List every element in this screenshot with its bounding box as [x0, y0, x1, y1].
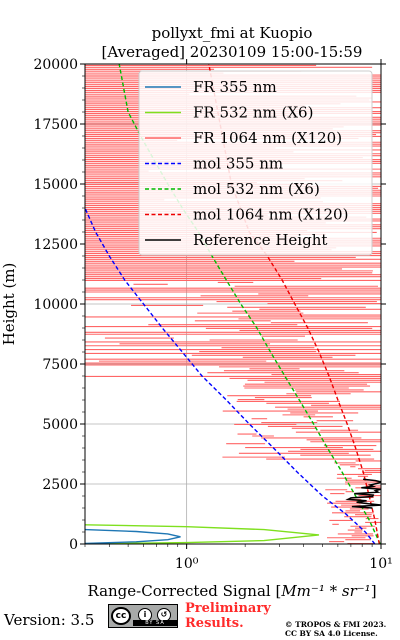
legend-label: mol 532 nm (X6) — [193, 180, 320, 198]
legend-label: FR 355 nm — [193, 78, 277, 96]
copyright-line2: CC BY SA 4.0 License. — [285, 629, 378, 638]
legend-label: mol 355 nm — [193, 155, 283, 173]
y-axis-label: Height (m) — [0, 263, 18, 346]
x-axis-label: Range-Corrected Signal [Mm⁻¹ * sr⁻¹] — [87, 582, 376, 600]
cc-license-badge: cc i ↺ BY SA — [108, 604, 178, 628]
chart-title-line2: [Averaged] 20230109 15:00-15:59 — [102, 43, 363, 61]
y-tick-label: 12500 — [33, 237, 78, 253]
x-tick-label: 10⁰ — [175, 556, 199, 572]
x-axis-label-prefix: Range-Corrected Signal [ — [87, 582, 281, 600]
y-tick-label: 2500 — [42, 477, 78, 493]
y-tick-label: 20000 — [33, 57, 78, 73]
copyright-notice: © TROPOS & FMI 2023. CC BY SA 4.0 Licens… — [285, 620, 386, 638]
axis-ticks: 0 2500 5000 7500 10000 12500 15000 17500 20000 10… — [33, 57, 392, 572]
y-tick-label: 5000 — [42, 417, 78, 433]
legend: FR 355 nm FR 532 nm (X6) FR 1064 nm (X120)… — [138, 70, 373, 256]
legend-box — [138, 70, 373, 256]
x-axis-label-unit: Mm⁻¹ * sr⁻¹ — [280, 582, 370, 600]
series-mol355-line — [85, 207, 376, 544]
y-tick-label: 15000 — [33, 177, 78, 193]
x-axis-label-suffix: ] — [371, 582, 377, 600]
legend-label: FR 1064 nm (X120) — [193, 129, 342, 147]
cc-icon: cc — [111, 607, 131, 625]
y-tick-label: 7500 — [42, 357, 78, 373]
legend-label: mol 1064 nm (X120) — [193, 206, 348, 224]
copyright-line1: © TROPOS & FMI 2023. — [285, 620, 387, 629]
x-tick-label: 10¹ — [369, 556, 392, 572]
series-fr355-line — [85, 528, 181, 544]
series-fr532-line — [85, 524, 320, 544]
y-tick-label: 10000 — [33, 297, 78, 313]
version-label: Version: 3.5 — [4, 611, 95, 629]
legend-label: Reference Height — [193, 231, 327, 249]
chart-title-line1: pollyxt_fmi at Kuopio — [152, 24, 313, 42]
y-tick-label: 17500 — [33, 117, 78, 133]
legend-label: FR 532 nm (X6) — [193, 104, 313, 122]
cc-strip: BY SA — [133, 620, 177, 626]
preliminary-line2: Results. — [185, 616, 244, 631]
series-reference-height-line — [345, 478, 381, 509]
series-mol532-line — [118, 64, 381, 544]
y-tick-label: 0 — [69, 537, 78, 553]
preliminary-line1: Preliminary — [185, 601, 271, 616]
preliminary-notice: Preliminary Results. — [185, 601, 271, 631]
